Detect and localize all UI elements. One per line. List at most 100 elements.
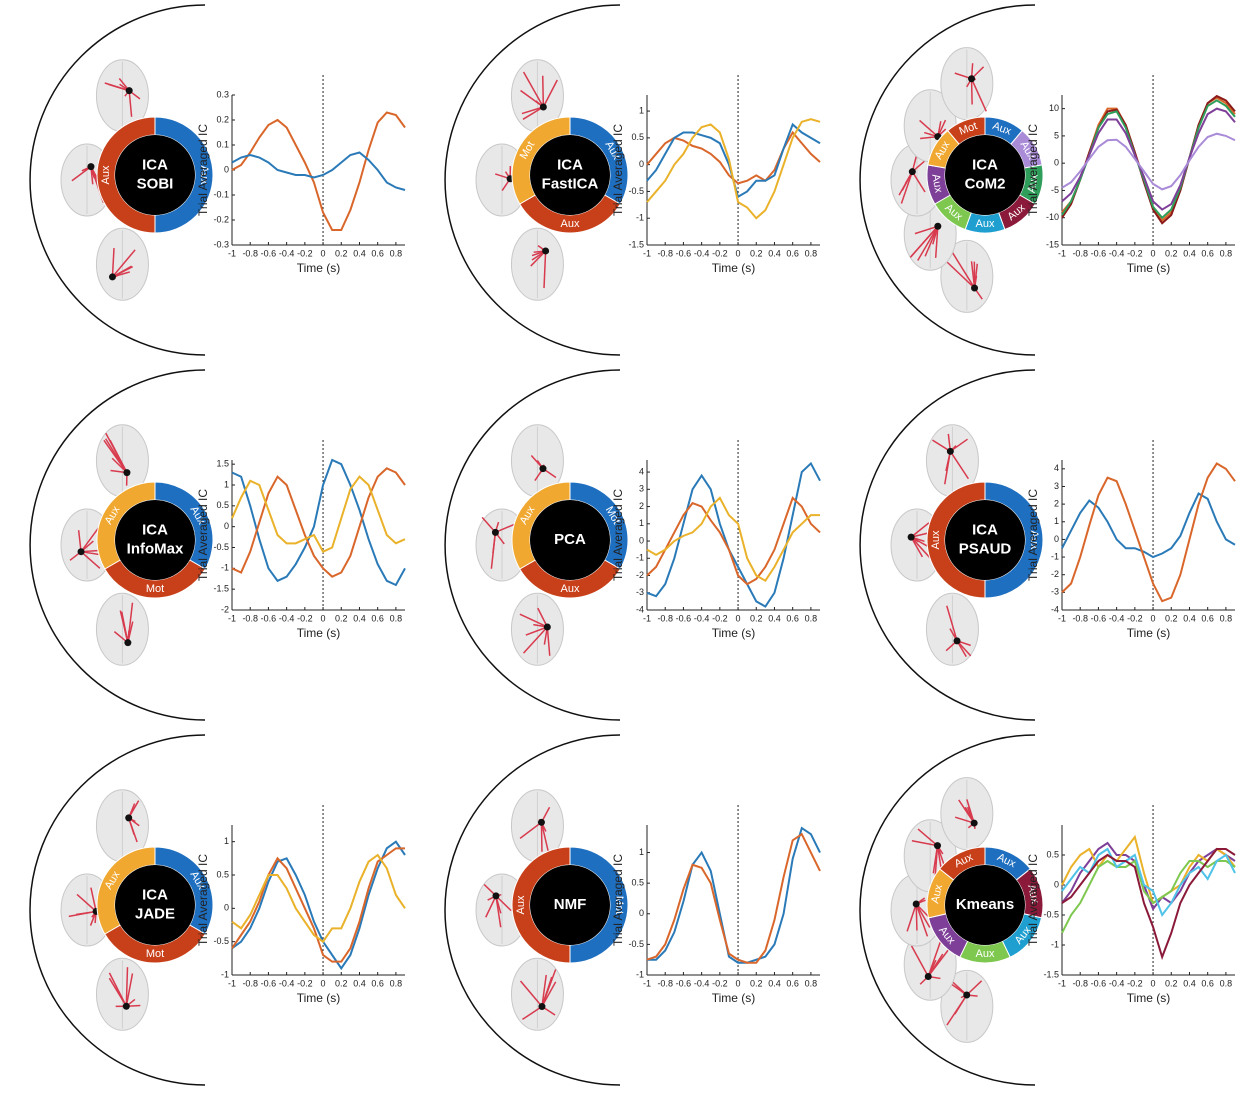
connection [944,451,952,485]
connection [127,817,138,843]
x-tick-label: -0.6 [1091,978,1107,988]
y-tick-label: -0.5 [1043,909,1059,919]
method-label: FastICA [542,175,599,192]
segment-label: Aux [930,530,942,549]
y-tick-label: 4 [639,466,644,476]
node [934,222,942,230]
segment-label: Aux [929,173,944,194]
y-tick-label: -4 [636,604,644,614]
y-tick-label: 3 [639,484,644,494]
donut-center [530,500,610,580]
x-axis-label: Time (s) [297,261,341,275]
frame-arc [29,369,206,721]
x-tick-label: -1 [1058,978,1066,988]
segment-label: Aux [561,583,580,595]
method-label: ICA [972,156,998,173]
x-axis-label: Time (s) [1127,991,1171,1005]
connection [522,626,548,654]
y-tick-label: 1 [639,518,644,528]
connection [540,822,549,852]
donut-center [945,865,1025,945]
y-tick-label: 0 [224,903,229,913]
x-tick-label: -0.8 [1072,613,1088,623]
connection [932,439,951,452]
connection [542,79,558,108]
connection [949,450,970,480]
donut-center [530,135,610,215]
x-tick-label: 0.6 [1201,978,1214,988]
y-tick-label: 0.3 [216,89,229,99]
x-tick-label: 0.4 [768,248,781,258]
x-tick-label: 0 [736,613,741,623]
connection [521,106,544,115]
node [912,900,920,908]
donut-center [115,500,195,580]
connection [541,981,557,1007]
connection [910,225,939,258]
x-tick-label: 0.2 [750,978,763,988]
connection [927,953,944,977]
node [538,1003,546,1011]
x-tick-label: -0.2 [1127,248,1143,258]
series-line [646,118,821,220]
node [124,639,132,647]
y-axis-label: Trial Averaged IC [611,124,625,216]
segment-label: Aux [976,218,995,230]
y-tick-label: -2 [221,604,229,614]
node [87,163,95,171]
node [491,528,499,536]
x-tick-label: -0.2 [297,978,313,988]
node [542,247,550,255]
series-line [647,826,821,964]
y-tick-label: -1.5 [213,584,229,594]
connection [519,980,543,1008]
connection [541,969,557,1007]
x-tick-label: 0.2 [335,613,348,623]
y-axis-label: Trial Averaged IC [611,489,625,581]
method-label: ICA [972,521,998,538]
y-axis-label: Trial Averaged IC [196,124,210,216]
node [907,533,915,541]
segment-label: Mot [613,896,625,914]
connection [543,250,547,289]
x-tick-label: -0.8 [242,248,258,258]
connection [915,903,929,937]
y-tick-label: 0.1 [216,139,229,149]
y-tick-label: 2 [1054,498,1059,508]
segment-label: Aux [100,165,112,184]
frame-arc [859,4,1036,356]
method-label: ICA [142,156,168,173]
y-tick-label: -1 [636,213,644,223]
y-tick-label: 0 [639,908,644,918]
node [539,465,547,473]
x-tick-label: -0.6 [261,978,277,988]
x-tick-label: 0.8 [390,978,403,988]
connection [125,973,134,1007]
method-label: ICA [142,886,168,903]
x-axis-label: Time (s) [297,626,341,640]
y-tick-label: -4 [1051,604,1059,614]
y-tick-label: -15 [1046,239,1059,249]
x-tick-label: 0.4 [1183,248,1196,258]
y-axis-label: Trial Averaged IC [196,854,210,946]
segment-label: Aux [929,883,945,905]
connection [911,840,938,847]
connection [541,75,545,108]
x-tick-label: 0 [1151,978,1156,988]
connection [519,613,548,628]
x-tick-label: 0.4 [1183,978,1196,988]
series-line [1061,859,1236,934]
x-tick-label: 0.4 [353,613,366,623]
y-tick-label: -0.5 [213,936,229,946]
x-tick-label: 0.4 [1183,613,1196,623]
x-tick-label: -0.8 [1072,978,1088,988]
y-tick-label: -0.2 [213,214,229,224]
x-tick-label: -1 [228,613,236,623]
y-tick-label: 0 [224,164,229,174]
y-tick-label: 0 [224,521,229,531]
y-axis-label: Trial Averaged IC [611,854,625,946]
x-tick-label: 0.6 [786,248,799,258]
y-tick-label: -3 [636,587,644,597]
series-line [646,461,821,608]
